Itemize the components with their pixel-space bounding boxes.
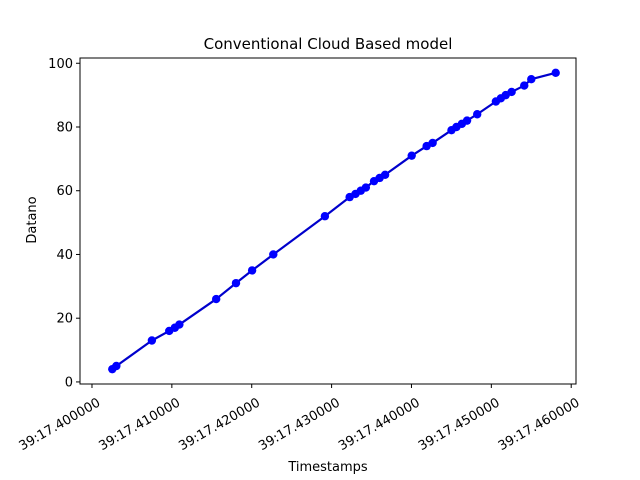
y-tick-label: 20 bbox=[56, 312, 73, 327]
y-tick-label: 60 bbox=[56, 184, 73, 199]
y-tick-label: 100 bbox=[48, 57, 73, 72]
data-point bbox=[231, 278, 241, 288]
data-point bbox=[520, 81, 529, 90]
data-point bbox=[320, 212, 330, 221]
y-tick-label: 0 bbox=[65, 375, 73, 390]
data-point bbox=[147, 336, 157, 345]
y-tick-label: 80 bbox=[56, 120, 73, 135]
plot-frame bbox=[79, 57, 577, 385]
data-point bbox=[247, 266, 257, 275]
chart-title: Conventional Cloud Based model bbox=[204, 35, 453, 53]
data-point bbox=[551, 68, 560, 78]
y-axis: 0 20 40 60 80 100 bbox=[48, 57, 80, 390]
data-point bbox=[112, 361, 121, 371]
y-tick-label: 40 bbox=[56, 248, 73, 263]
data-point bbox=[527, 74, 536, 84]
data-point bbox=[462, 116, 472, 125]
data-point bbox=[269, 250, 278, 259]
data-point bbox=[507, 87, 516, 97]
x-axis-label: Timestamps bbox=[287, 460, 368, 475]
data-point bbox=[407, 151, 416, 160]
data-point bbox=[361, 183, 371, 192]
data-point bbox=[175, 320, 184, 329]
y-axis-label: Datano bbox=[25, 196, 40, 243]
data-point bbox=[428, 138, 437, 148]
data-point bbox=[473, 110, 482, 119]
data-point bbox=[211, 294, 221, 304]
plot-area bbox=[108, 68, 560, 374]
data-point bbox=[380, 170, 390, 179]
